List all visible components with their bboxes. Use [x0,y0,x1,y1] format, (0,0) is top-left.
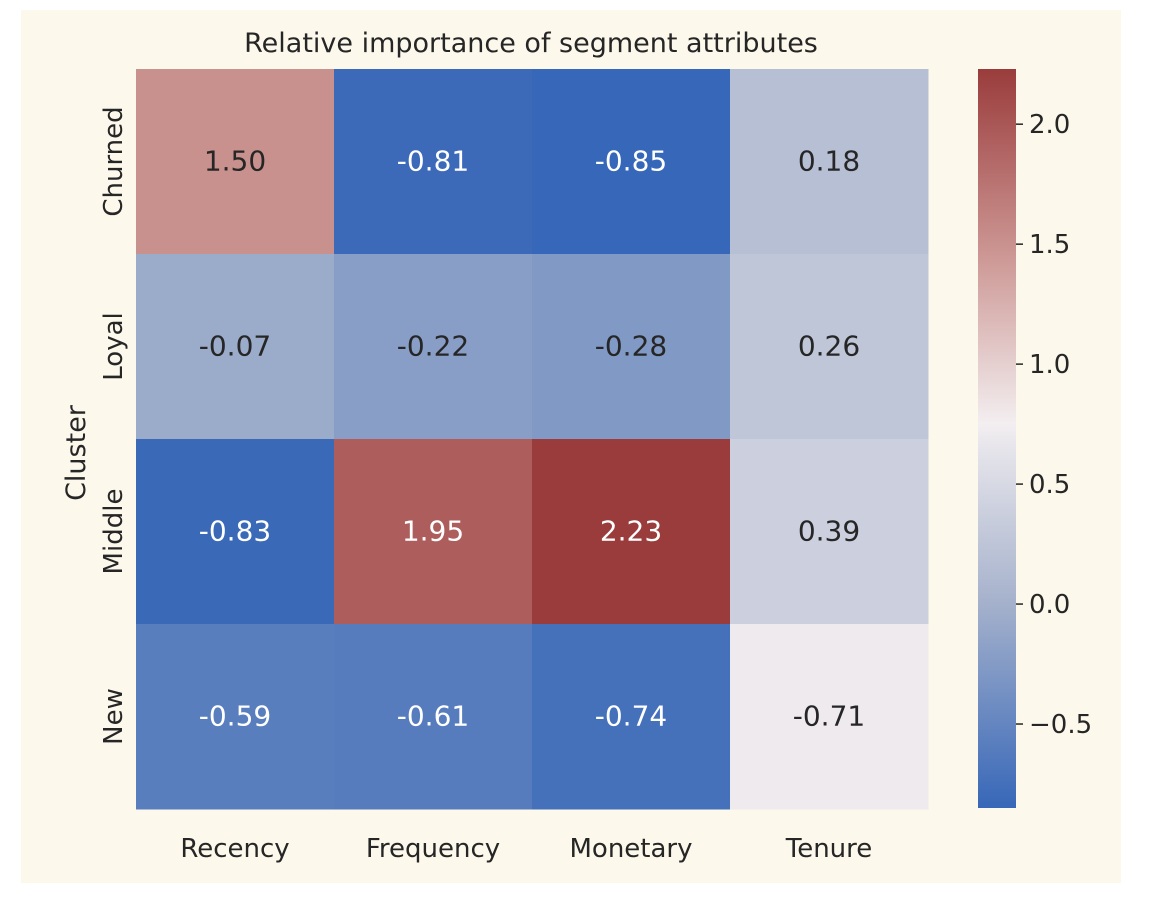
heatmap-cell-labels: 1.50 -0.81 -0.85 0.18 -0.07 -0.22 -0.28 0.26 -0.… [199,145,865,733]
y-axis-label: Cluster [61,404,92,501]
cell-value-label: -0.22 [397,330,469,363]
heatmap-cell-loyal-recency [136,254,335,440]
chart-title: Relative importance of segment attribute… [244,28,818,59]
heatmap-cell-loyal-frequency [334,254,533,440]
heatmap-cell-middle-recency [136,439,335,625]
colorbar-tick-label: 1.5 [1029,230,1070,260]
x-axis-tick-labels: Recency Frequency Monetary Tenure [180,834,872,864]
colorbar-tick-label: 0.0 [1029,590,1070,620]
colorbar [978,69,1016,808]
heatmap-cell-new-recency [136,624,335,810]
y-axis-tick-labels: Churned Loyal Middle New [99,106,129,745]
figure: Relative importance of segment attribute… [21,10,1121,883]
heatmap-cell-churned-recency [136,69,335,255]
cell-value-label: -0.74 [595,700,667,733]
heatmap-cell-churned-monetary [532,69,731,255]
heatmap-cell-churned-frequency [334,69,533,255]
heatmap-cell-new-tenure [730,624,929,810]
colorbar-tick-label: −0.5 [1029,710,1092,740]
cell-value-label: -0.07 [199,330,271,363]
cell-value-label: -0.59 [199,700,271,733]
heatmap-chart: Relative importance of segment attribute… [61,28,1092,864]
x-tick-label-recency: Recency [180,834,289,864]
heatmap-cell-loyal-tenure [730,254,929,440]
heatmap-cell-churned-tenure [730,69,929,255]
colorbar-tick-label: 0.5 [1029,470,1070,500]
cell-value-label: 0.26 [798,330,860,363]
y-tick-label-new: New [99,688,129,745]
colorbar-tick-label: 2.0 [1029,110,1070,140]
cell-value-label: 2.23 [600,515,662,548]
cell-value-label: 1.95 [402,515,464,548]
cell-value-label: -0.28 [595,330,667,363]
heatmap-cell-loyal-monetary [532,254,731,440]
heatmap-cell-new-monetary [532,624,731,810]
colorbar-ticks: 2.0 1.5 1.0 0.5 0.0 −0.5 [1016,110,1092,740]
cell-value-label: 1.50 [204,145,266,178]
y-tick-label-loyal: Loyal [99,312,129,380]
y-tick-label-churned: Churned [99,106,129,216]
heatmap-cells [136,69,929,810]
heatmap-cell-new-frequency [334,624,533,810]
cell-value-label: -0.71 [793,700,865,733]
cell-value-label: -0.61 [397,700,469,733]
heatmap-cell-middle-tenure [730,439,929,625]
cell-value-label: 0.18 [798,145,860,178]
colorbar-tick-label: 1.0 [1029,350,1070,380]
y-tick-label-middle: Middle [99,489,129,575]
heatmap-cell-middle-monetary [532,439,731,625]
cell-value-label: 0.39 [798,515,860,548]
x-tick-label-monetary: Monetary [569,834,692,864]
x-tick-label-frequency: Frequency [366,834,500,864]
cell-value-label: -0.83 [199,515,271,548]
x-tick-label-tenure: Tenure [785,834,873,864]
cell-value-label: -0.81 [397,145,469,178]
cell-value-label: -0.85 [595,145,667,178]
heatmap-cell-middle-frequency [334,439,533,625]
